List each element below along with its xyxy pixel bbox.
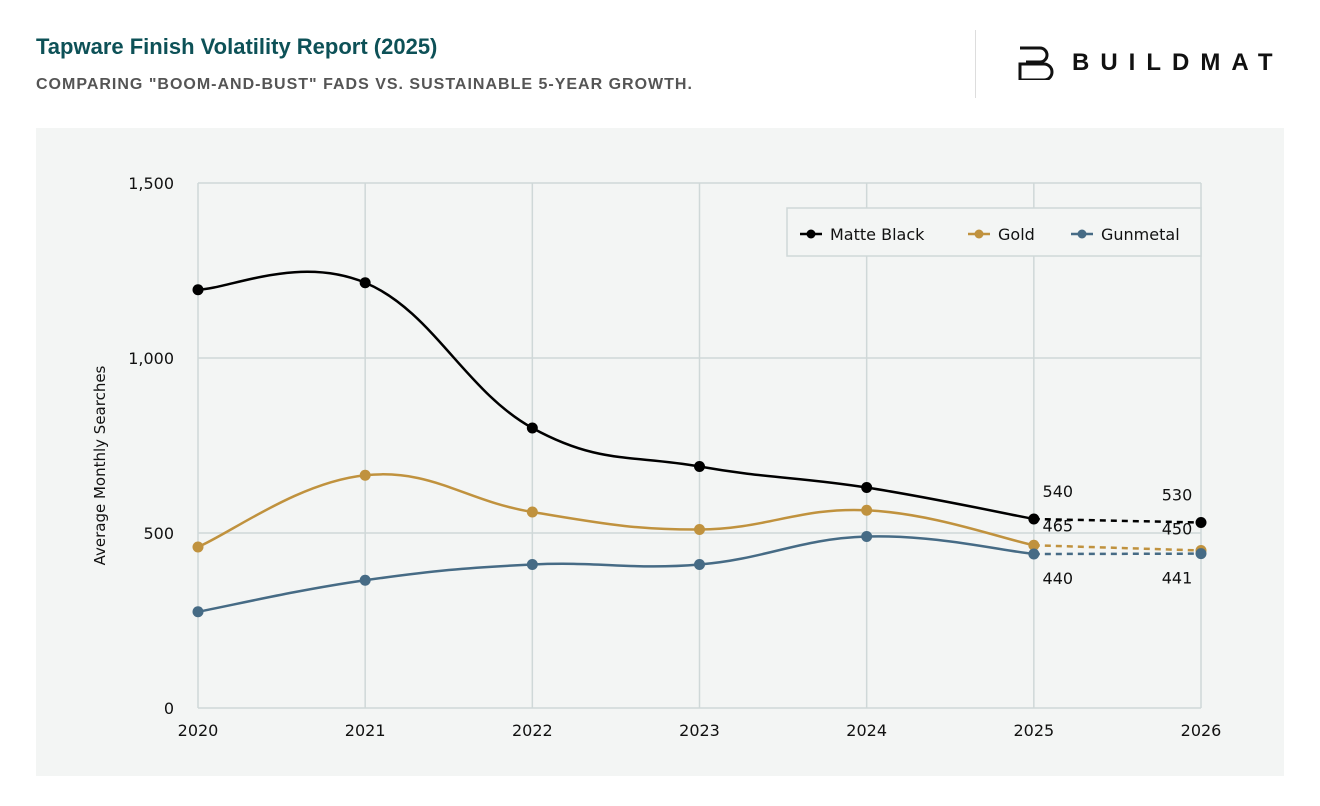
data-point <box>526 506 538 518</box>
data-label: 540 <box>1043 482 1074 501</box>
page-title: Tapware Finish Volatility Report (2025) <box>36 34 438 59</box>
series-line <box>197 535 1034 613</box>
legend-swatch-dot <box>806 229 816 239</box>
data-point <box>694 559 705 570</box>
x-tick-label: 2023 <box>679 721 720 740</box>
data-label: 441 <box>1162 569 1193 588</box>
data-point <box>359 469 371 481</box>
data-point <box>359 277 371 289</box>
forecast-line <box>1033 544 1202 552</box>
header-divider <box>975 30 976 98</box>
logo-text: BUILDMAT <box>1072 49 1284 76</box>
legend-label: Matte Black <box>830 225 925 244</box>
data-point <box>359 574 371 586</box>
data-point <box>1195 517 1207 528</box>
logo-mark-icon <box>1018 46 1054 80</box>
data-label: 465 <box>1043 516 1074 535</box>
data-point <box>526 422 538 434</box>
page-subtitle: COMPARING "BOOM-AND-BUST" FADS VS. SUSTA… <box>36 76 693 93</box>
data-point <box>1195 548 1207 560</box>
legend-label: Gold <box>998 225 1035 244</box>
data-point <box>861 531 873 542</box>
x-tick-label: 2026 <box>1181 721 1222 740</box>
legend-swatch-dot <box>1077 229 1087 239</box>
data-point <box>526 559 538 570</box>
data-point <box>192 284 204 296</box>
x-tick-label: 2021 <box>345 721 386 740</box>
data-label: 440 <box>1043 569 1074 588</box>
x-tick-label: 2020 <box>178 721 219 740</box>
y-tick-label: 1,000 <box>128 349 174 368</box>
y-tick-label: 1,500 <box>128 174 174 193</box>
forecast-line <box>1033 517 1202 524</box>
y-tick-label: 0 <box>164 699 174 718</box>
legend-label: Gunmetal <box>1101 225 1180 244</box>
data-point <box>1028 513 1040 525</box>
data-point <box>861 504 873 516</box>
legend-box <box>786 207 1202 257</box>
x-tick-label: 2025 <box>1013 721 1054 740</box>
y-axis-label: Average Monthly Searches <box>91 365 109 565</box>
x-tick-label: 2024 <box>846 721 887 740</box>
data-point <box>694 524 705 535</box>
data-point <box>1028 548 1040 560</box>
x-tick-label: 2022 <box>512 721 553 740</box>
data-point <box>694 461 705 472</box>
buildmat-logo: BUILDMAT <box>1018 46 1284 80</box>
data-point <box>1028 539 1040 551</box>
legend-swatch-dot <box>974 229 984 239</box>
series-line <box>197 473 1035 549</box>
data-point <box>192 541 204 553</box>
data-point <box>192 606 204 618</box>
series-line <box>197 270 1035 521</box>
data-label: 450 <box>1162 520 1193 539</box>
y-tick-label: 500 <box>143 524 174 543</box>
data-point <box>861 482 873 493</box>
data-label: 530 <box>1162 486 1193 505</box>
